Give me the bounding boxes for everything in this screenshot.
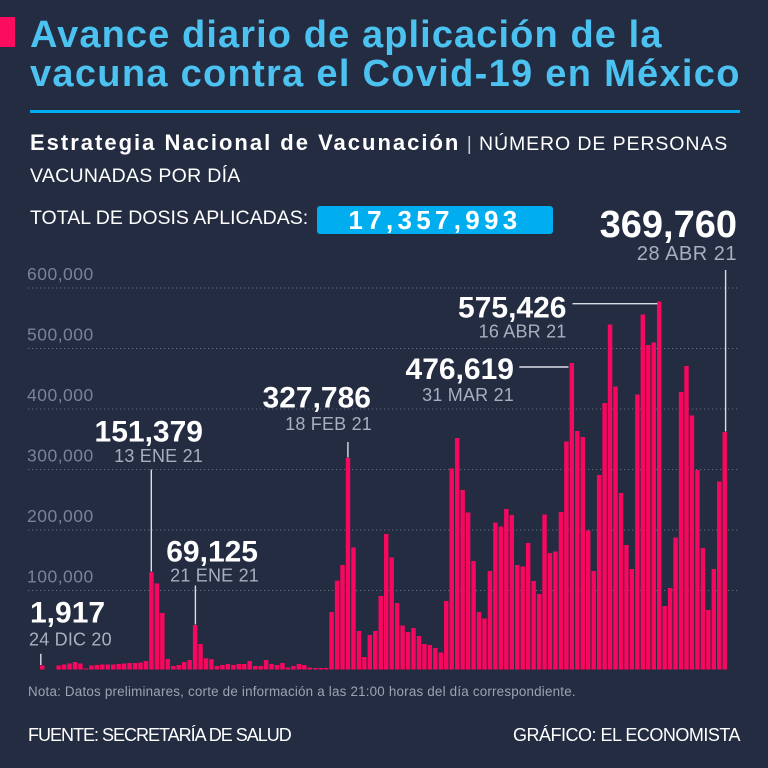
svg-text:100,000: 100,000	[27, 567, 94, 587]
svg-text:327,786: 327,786	[263, 382, 371, 415]
svg-text:24 DIC 20: 24 DIC 20	[29, 630, 112, 650]
svg-text:31 MAR 21: 31 MAR 21	[422, 385, 514, 405]
svg-text:21 ENE 21: 21 ENE 21	[170, 566, 259, 586]
svg-text:600,000: 600,000	[27, 264, 94, 284]
svg-text:69,125: 69,125	[166, 536, 258, 569]
svg-text:575,426: 575,426	[458, 292, 566, 325]
svg-text:18 FEB 21: 18 FEB 21	[285, 414, 372, 434]
svg-text:13 ENE 21: 13 ENE 21	[114, 446, 203, 466]
svg-text:1,917: 1,917	[30, 597, 105, 630]
svg-text:476,619: 476,619	[406, 353, 514, 386]
svg-text:300,000: 300,000	[27, 446, 94, 466]
svg-text:16 ABR 21: 16 ABR 21	[479, 322, 567, 342]
svg-text:151,379: 151,379	[95, 416, 203, 449]
svg-text:200,000: 200,000	[27, 506, 94, 526]
svg-text:500,000: 500,000	[27, 325, 94, 345]
svg-text:400,000: 400,000	[27, 385, 94, 405]
